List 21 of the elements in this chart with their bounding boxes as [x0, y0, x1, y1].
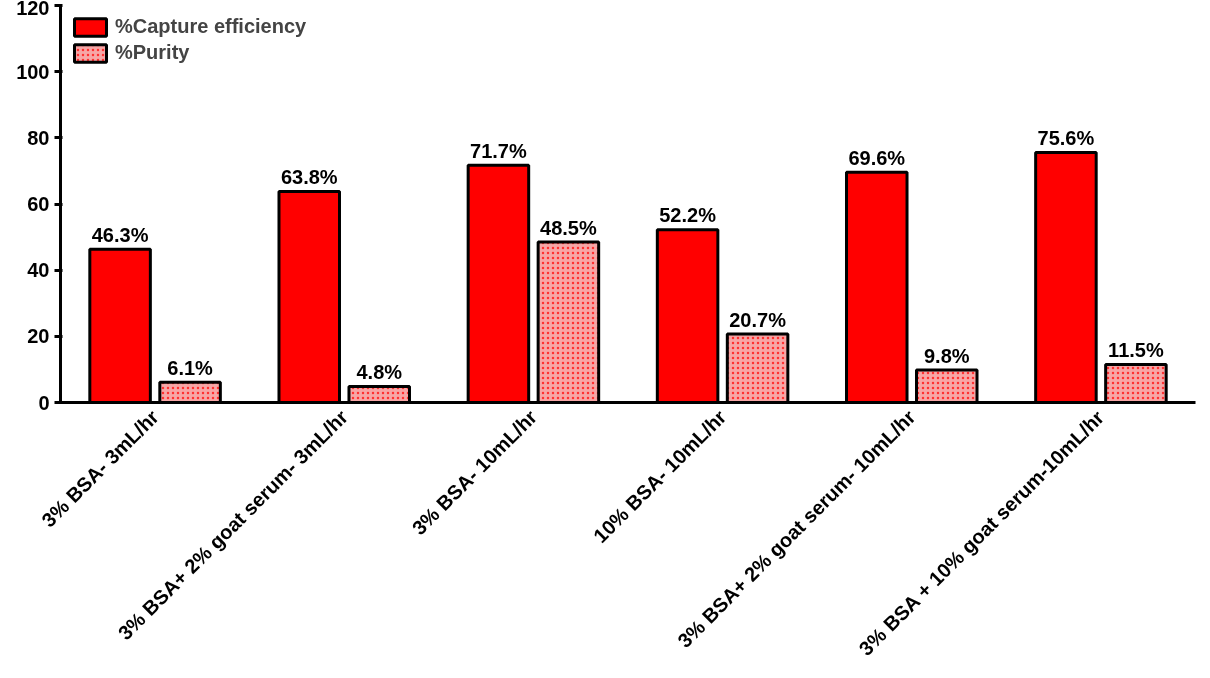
data-label: 11.5% — [1108, 339, 1164, 362]
y-tick-label: 100 — [16, 60, 50, 83]
data-label: 4.8% — [356, 361, 403, 384]
data-label: 52.2% — [659, 204, 717, 227]
y-tick-label: 120 — [16, 0, 50, 19]
y-tick-label: 60 — [27, 193, 50, 215]
legend-label: %Purity — [115, 41, 190, 64]
y-tick-label: 20 — [27, 325, 50, 348]
data-label: 63.8% — [280, 166, 338, 189]
y-tick-label: 40 — [27, 259, 50, 282]
data-label: 9.8% — [923, 344, 970, 367]
legend-label: %Capture efficiency — [115, 15, 307, 38]
data-label: 48.5% — [540, 216, 597, 239]
data-label: 71.7% — [470, 139, 527, 162]
data-label: 6.1% — [167, 357, 214, 380]
data-label: 46.3% — [91, 224, 149, 247]
data-label: 69.6% — [848, 146, 906, 169]
y-tick-label: 80 — [27, 126, 50, 149]
data-label: 75.6% — [1037, 127, 1095, 150]
y-tick-label: 0 — [38, 391, 50, 414]
data-label: 20.7% — [729, 308, 787, 331]
